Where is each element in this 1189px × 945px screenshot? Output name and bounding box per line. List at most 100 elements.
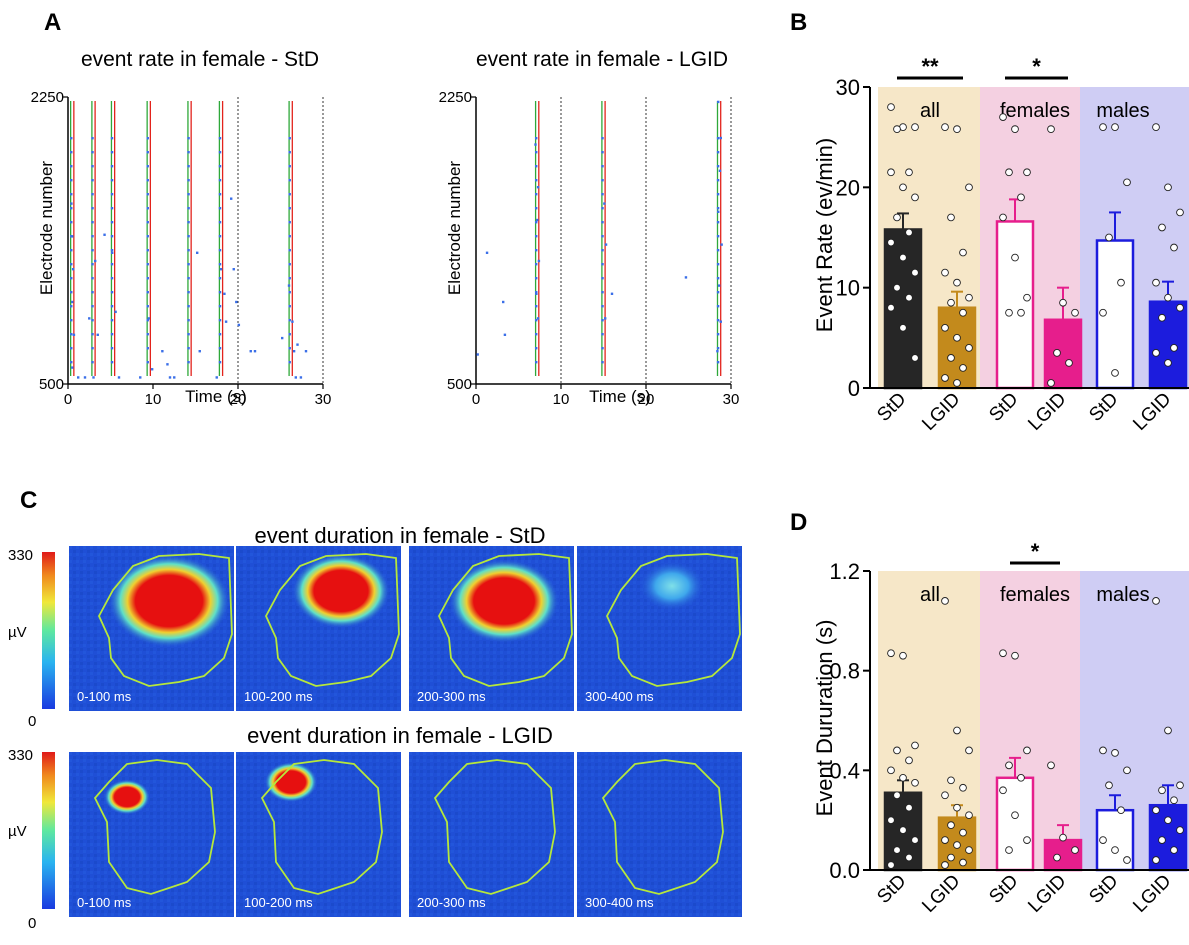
data-point [1152, 278, 1160, 287]
data-point [941, 597, 949, 605]
event-spike [187, 347, 190, 350]
data-point [899, 826, 907, 834]
event-spike [716, 361, 720, 364]
data-point [911, 741, 919, 750]
event-spike [91, 137, 94, 140]
event-spike [146, 347, 149, 350]
data-point [893, 125, 901, 133]
data-point [965, 183, 973, 192]
data-point [947, 821, 955, 830]
event-spike [535, 347, 538, 350]
event-spike [218, 347, 222, 350]
event-spike [110, 193, 114, 196]
data-point [1053, 853, 1061, 862]
bar [1043, 318, 1083, 390]
colorbar-std [42, 552, 55, 709]
colorbar-max: 330 [8, 547, 33, 564]
raster-title: event rate in female - LGID [476, 48, 728, 71]
event-spike [110, 137, 114, 140]
data-point [965, 811, 973, 820]
event-spike [146, 319, 149, 322]
slice-outline [97, 553, 233, 687]
data-point [1170, 243, 1178, 252]
spike-point [485, 251, 489, 254]
category-label: LGID [1024, 871, 1070, 917]
colorbar-min: 0 [28, 713, 36, 730]
spike-point [147, 317, 150, 320]
data-point [1170, 796, 1178, 805]
data-point [1158, 223, 1166, 232]
data-point [959, 308, 967, 317]
data-point [887, 766, 895, 775]
spike-point [232, 268, 235, 271]
data-point [965, 746, 973, 755]
event-spike [601, 179, 604, 182]
spike-point [717, 284, 721, 287]
data-point [1176, 781, 1184, 790]
event-spike [91, 235, 94, 238]
event-spike [91, 305, 94, 308]
event-spike [716, 291, 720, 294]
x-tick-label: 20 [230, 391, 247, 408]
data-point [905, 756, 913, 765]
data-point [887, 649, 895, 658]
data-point [941, 323, 949, 332]
spike-point [287, 284, 291, 287]
data-point [1011, 811, 1019, 820]
data-point [1047, 379, 1055, 387]
raster-ylabel: Electrode number [445, 161, 464, 296]
event-spike [91, 291, 94, 294]
spike-point [173, 376, 176, 379]
x-tick-label: 20 [638, 391, 655, 408]
event-spike [535, 179, 538, 182]
event-spike [91, 333, 94, 336]
data-point [1158, 786, 1166, 795]
spike-point [716, 350, 719, 353]
data-point [899, 773, 907, 782]
spike-point [223, 292, 226, 295]
event-spike [716, 249, 720, 252]
y-tick-label: 500 [39, 376, 64, 393]
event-spike [146, 361, 149, 364]
event-spike [288, 151, 291, 154]
event-spike [601, 193, 604, 196]
category-label: LGID [918, 389, 964, 435]
y-tick-label: 30 [836, 75, 860, 100]
category-label: StD [1085, 871, 1122, 908]
event-spike [288, 361, 291, 364]
event-spike [218, 249, 222, 252]
event-spike [146, 193, 149, 196]
spike-point [536, 218, 539, 222]
event-spike [535, 361, 538, 364]
event-spike [288, 207, 291, 210]
event-spike [218, 361, 222, 364]
data-point [1023, 168, 1031, 177]
event-spike [601, 305, 604, 308]
data-point [941, 374, 949, 382]
event-spike [535, 277, 538, 280]
event-spike [535, 291, 538, 294]
category-label: StD [873, 389, 910, 426]
spike-point [103, 233, 106, 236]
event-spike [187, 151, 190, 154]
data-point [1123, 856, 1131, 864]
event-spike [70, 277, 73, 280]
event-spike [110, 347, 114, 350]
data-point [1099, 123, 1107, 131]
heatmap-background [236, 752, 401, 917]
event-spike [601, 347, 604, 350]
event-spike [187, 193, 190, 196]
event-spike [535, 221, 538, 224]
data-point [1176, 826, 1184, 834]
category-label: LGID [1129, 389, 1175, 435]
data-point [1152, 597, 1160, 605]
data-point [1123, 178, 1131, 187]
y-tick-label: 0.0 [829, 858, 860, 883]
time-window-label: 100-200 ms [244, 895, 313, 910]
event-spike [218, 165, 222, 168]
event-spike [535, 235, 538, 238]
data-point [947, 853, 955, 862]
event-spike [601, 165, 604, 168]
event-spike [716, 347, 720, 350]
